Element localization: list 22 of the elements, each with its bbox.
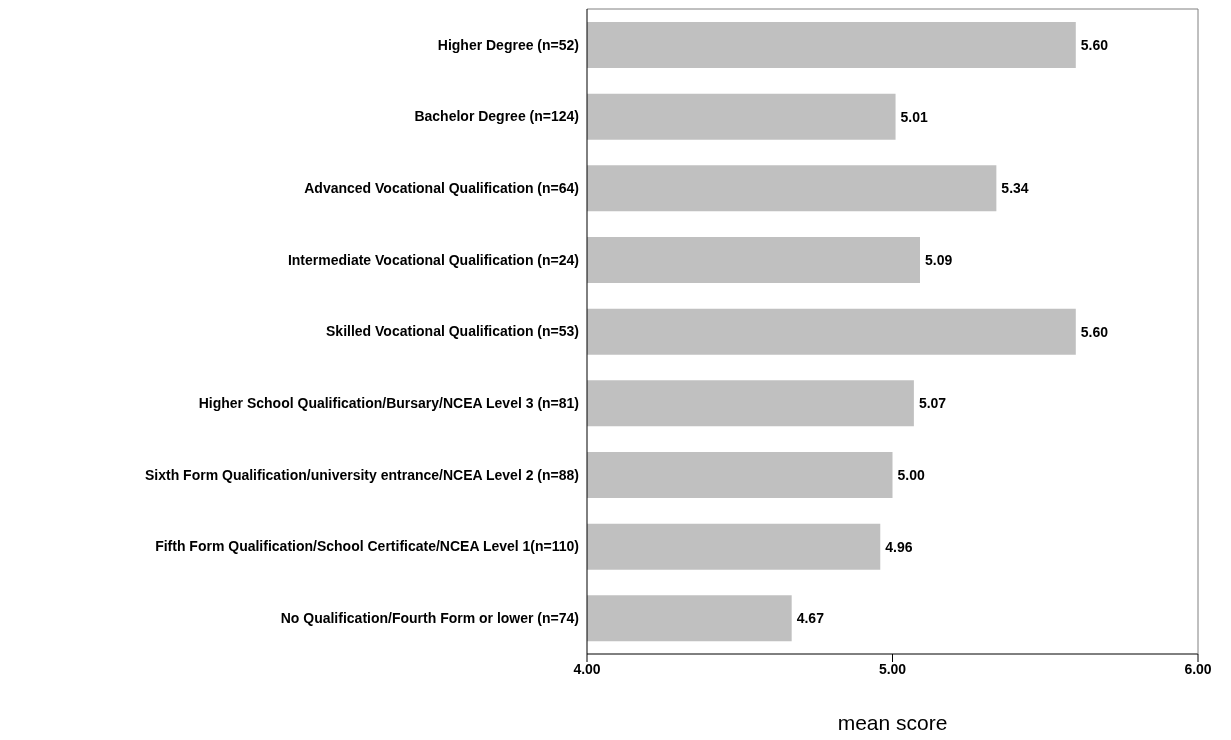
x-tick-label: 5.00 <box>878 660 907 677</box>
x-axis-title: mean score <box>837 711 948 734</box>
y-tick-label: Advanced Vocational Qualification (n=64) <box>304 180 579 197</box>
y-tick-label: Intermediate Vocational Qualification (n=24) <box>287 251 579 268</box>
y-tick-label: Sixth Form Qualification/university entrance/NCEA Level 2 (n=88) <box>145 466 579 483</box>
data-label: 5.60 <box>1080 323 1109 340</box>
x-tick-label: 6.00 <box>1184 660 1212 677</box>
data-label: 5.01 <box>900 108 929 125</box>
y-tick-label: Skilled Vocational Qualification (n=53) <box>326 323 579 340</box>
data-label: 5.60 <box>1080 36 1109 53</box>
y-tick-label: Higher Degree (n=52) <box>437 36 579 53</box>
data-label: 5.00 <box>897 466 925 483</box>
data-label: 5.34 <box>1001 180 1029 197</box>
data-label: 5.07 <box>918 395 947 412</box>
y-tick-label: Fifth Form Qualification/School Certificate/NCEA Level 1(n=110) <box>155 538 579 555</box>
data-label: 4.67 <box>796 610 825 627</box>
data-label: 5.09 <box>924 251 953 268</box>
x-tick-label: 4.00 <box>573 660 601 677</box>
data-label: 4.96 <box>885 538 913 555</box>
y-tick-label: Higher School Qualification/Bursary/NCEA Level 3 (n=81) <box>198 395 579 412</box>
y-tick-label: No Qualification/Fourth Form or lower (n=74) <box>280 610 579 627</box>
y-tick-label: Bachelor Degree (n=124) <box>414 108 579 125</box>
